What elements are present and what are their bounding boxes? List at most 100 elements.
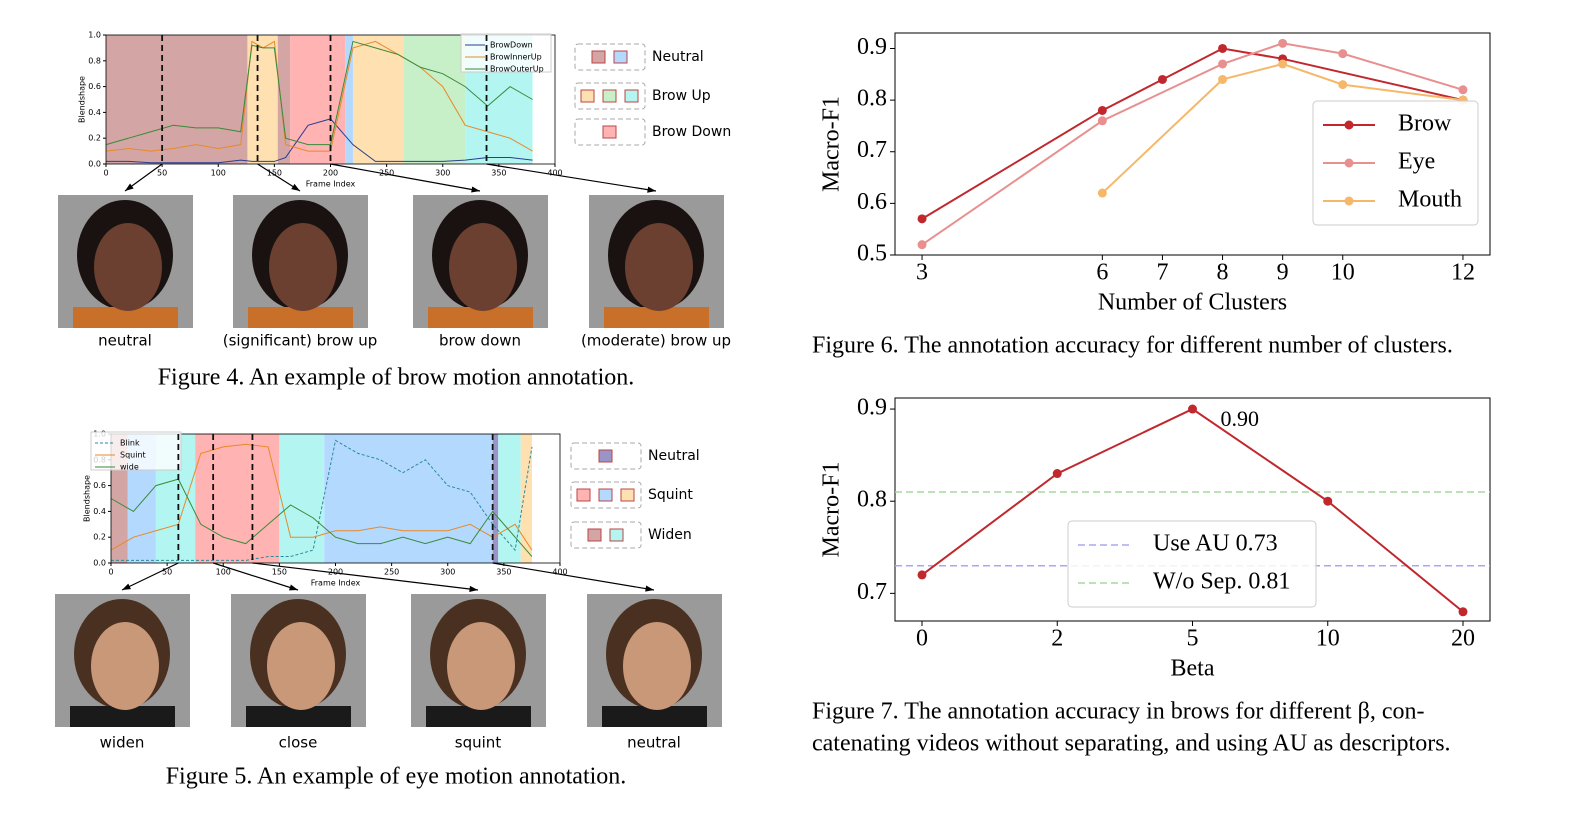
category-frame	[570, 481, 642, 509]
category-label: Widen	[648, 527, 692, 543]
caption: Figure 4. An example of brow motion anno…	[158, 365, 635, 391]
photo-shirt	[70, 706, 175, 727]
point	[917, 240, 927, 250]
annotation: 0.90	[1221, 406, 1260, 431]
x-tick-label: 250	[384, 568, 399, 577]
y-tick-label: 0.6	[93, 481, 106, 490]
point	[1338, 49, 1348, 59]
caption: Figure 5. An example of eye motion annot…	[166, 764, 627, 790]
arrow	[252, 562, 479, 591]
photo-shirt	[602, 706, 707, 727]
series-line	[105, 40, 533, 146]
photo-shirt	[73, 307, 178, 328]
region	[277, 35, 291, 164]
arrow-head	[125, 183, 134, 191]
y-tick-label: 0.4	[93, 507, 106, 516]
arrow-head	[122, 583, 131, 590]
photo-face	[449, 223, 517, 311]
category-frame	[570, 521, 642, 549]
region	[520, 434, 532, 563]
legend-dot	[1344, 158, 1354, 168]
x-tick-label: 200	[323, 169, 338, 178]
x-tick-label: 2	[1051, 626, 1063, 652]
point	[1458, 607, 1468, 617]
y-tick-label: 0.8	[857, 487, 887, 513]
x-axis-label: Frame Index	[311, 579, 361, 588]
legend-label: Eye	[1398, 149, 1435, 175]
arrow	[492, 562, 655, 591]
photo-label: (moderate) brow up	[581, 332, 731, 350]
axes-frame	[110, 433, 561, 564]
arrow-head	[647, 186, 656, 193]
y-axis-label: Blendshape	[78, 76, 87, 123]
region	[324, 434, 493, 563]
y-axis-label: Blendshape	[83, 475, 92, 522]
x-tick-label: 10	[1331, 260, 1355, 286]
x-tick-label: 400	[547, 169, 562, 178]
y-tick-label: 0.2	[93, 533, 106, 542]
arrow-head	[645, 585, 654, 592]
x-tick-label: 0	[103, 169, 108, 178]
x-tick-label: 50	[157, 169, 167, 178]
y-tick-label: 0.9	[857, 34, 887, 60]
x-tick-label: 5	[1187, 626, 1199, 652]
photo-shirt	[246, 706, 351, 727]
category-swatch	[602, 89, 617, 103]
point	[1052, 469, 1062, 479]
x-tick-label: 250	[379, 169, 394, 178]
x-tick-label: 20	[1451, 626, 1475, 652]
series-line	[111, 439, 533, 561]
x-tick-label: 6	[1096, 260, 1108, 286]
x-axis-label: Beta	[1171, 656, 1215, 682]
legend-frame	[90, 431, 182, 471]
photo-label: close	[279, 734, 318, 752]
point	[1218, 59, 1228, 69]
legend-frame	[1312, 100, 1479, 226]
series-line	[110, 478, 533, 557]
region	[403, 35, 466, 164]
legend-label: wide	[120, 463, 139, 472]
caption: catenating videos without separating, an…	[812, 731, 1451, 757]
legend-label: W/o Sep. 0.81	[1153, 569, 1290, 595]
point	[1338, 80, 1348, 90]
x-tick-label: 400	[552, 568, 567, 577]
category-swatch	[591, 50, 606, 64]
photo-face	[269, 223, 337, 311]
category-frame	[570, 442, 642, 470]
x-tick-label: 0	[916, 626, 928, 652]
x-tick-label: 8	[1217, 260, 1229, 286]
arrow-head	[471, 186, 480, 193]
point	[1097, 105, 1107, 115]
legend-dot	[1344, 196, 1354, 206]
legend-label: Use AU 0.73	[1153, 531, 1278, 557]
legend-label: BrowDown	[490, 41, 533, 50]
region	[345, 35, 353, 164]
category-swatch	[620, 488, 635, 502]
photo-label: squint	[455, 734, 502, 752]
x-tick-label: 300	[435, 169, 450, 178]
point	[1097, 188, 1107, 198]
point	[1458, 85, 1468, 95]
y-axis-label: Macro-F1	[819, 96, 845, 192]
category-label: Brow Up	[652, 88, 711, 104]
y-tick-label: 0.6	[88, 82, 101, 91]
photo-shirt	[248, 307, 353, 328]
series-line	[105, 40, 533, 152]
y-tick-label: 0.5	[857, 241, 887, 267]
point	[1218, 43, 1228, 53]
region	[492, 434, 499, 563]
category-swatch	[576, 488, 591, 502]
category-swatch	[624, 89, 639, 103]
x-tick-label: 200	[328, 568, 343, 577]
legend-frame	[1067, 520, 1317, 608]
y-axis-label: Macro-F1	[819, 462, 845, 558]
y-tick-label: 0.0	[88, 160, 101, 169]
category-swatch	[598, 449, 613, 463]
legend-label: Squint	[120, 451, 146, 460]
y-tick-label: 0.8	[857, 86, 887, 112]
category-frame	[574, 82, 646, 110]
point	[1097, 116, 1107, 126]
x-tick-label: 12	[1451, 260, 1475, 286]
photo-face	[625, 223, 693, 311]
y-tick-label: 0.6	[857, 189, 887, 215]
